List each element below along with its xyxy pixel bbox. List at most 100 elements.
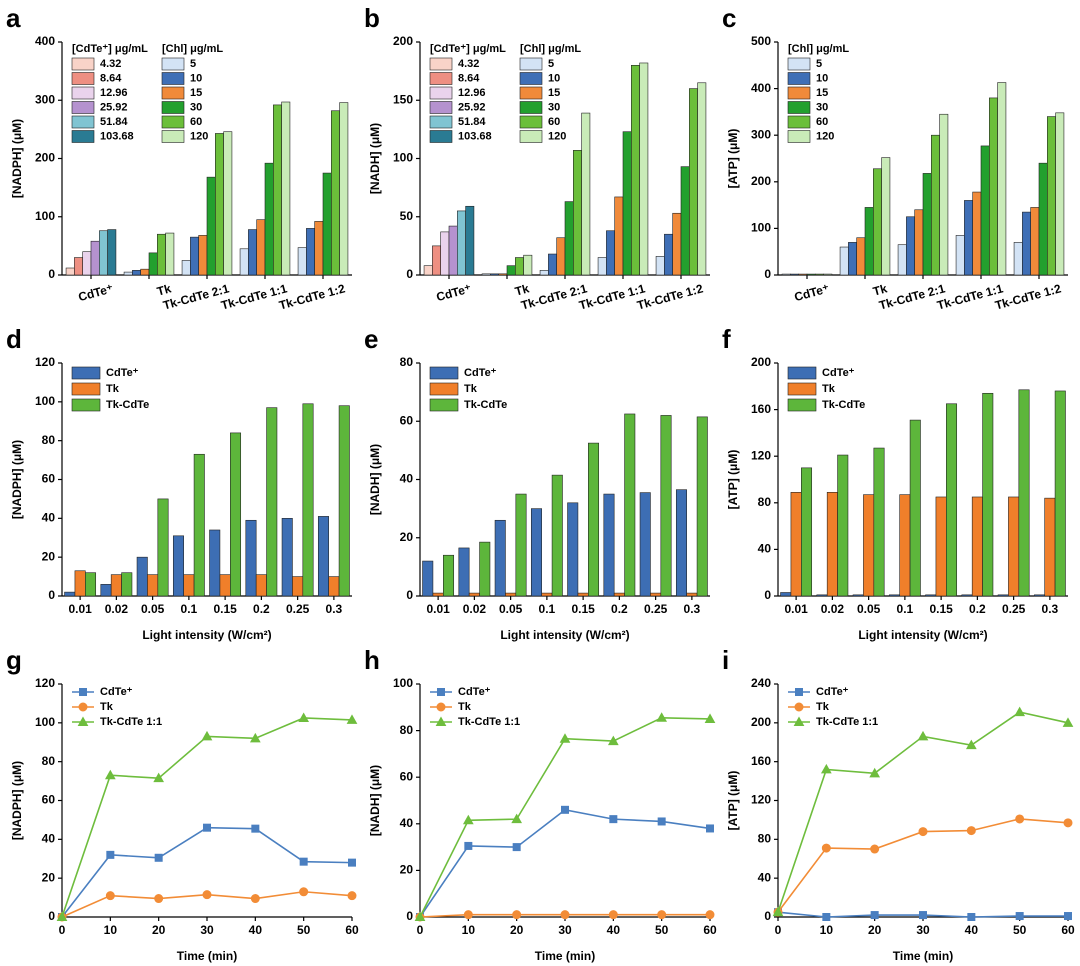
legend-label: Tk — [822, 383, 836, 395]
x-tick-label: 0.3 — [684, 602, 701, 616]
legend-label: CdTe⁺ — [816, 686, 849, 698]
y-tick-label: 500 — [751, 34, 771, 48]
legend-marker — [793, 716, 805, 726]
bar — [823, 273, 833, 276]
bar — [539, 270, 549, 276]
bar — [331, 110, 340, 276]
bar — [132, 270, 141, 276]
y-tick-label: 100 — [35, 394, 55, 408]
point — [561, 805, 569, 814]
x-tick-label: 50 — [297, 923, 311, 937]
x-tick-label: CdTe⁺ — [435, 281, 473, 304]
legend-label: Tk-CdTe 1:1 — [458, 716, 520, 728]
point — [560, 910, 570, 920]
x-tick-label: Tk-CdTe 2:1 — [877, 281, 946, 312]
bar — [306, 228, 315, 276]
y-tick-label: 100 — [35, 715, 55, 729]
bar — [816, 594, 828, 597]
bar — [505, 592, 517, 597]
legend-label: 10 — [816, 72, 828, 84]
legend-label: 5 — [816, 58, 822, 70]
point — [919, 911, 927, 920]
point — [704, 713, 716, 723]
bar — [781, 273, 791, 276]
bar — [322, 172, 332, 276]
x-tick-label: 0.2 — [611, 602, 628, 616]
bar — [82, 251, 92, 276]
legend-label: 51.84 — [100, 116, 128, 128]
x-axis-label: Time (min) — [535, 949, 595, 963]
legend-label: 4.32 — [100, 58, 121, 70]
bar — [292, 576, 304, 597]
bar — [664, 233, 673, 276]
y-tick-label: 240 — [751, 676, 771, 690]
bar — [906, 216, 915, 276]
bar — [85, 572, 97, 597]
bar — [909, 419, 921, 597]
y-tick-label: 200 — [751, 174, 771, 188]
bar — [90, 240, 100, 276]
bar — [302, 403, 314, 597]
x-tick-label: 0.1 — [181, 602, 198, 616]
y-tick-label: 40 — [758, 542, 772, 556]
bar — [481, 273, 491, 276]
legend-label: 4.32 — [458, 58, 479, 70]
y-tick-label: 0 — [48, 909, 55, 923]
y-tick-label: 200 — [393, 34, 413, 48]
bar — [123, 271, 133, 276]
y-tick-label: 120 — [751, 448, 771, 462]
bar — [613, 592, 625, 597]
bar — [675, 489, 687, 597]
x-axis-label: Light intensity (W/cm²) — [500, 628, 629, 642]
bar — [925, 594, 937, 597]
bar — [506, 265, 516, 276]
y-tick-label: 400 — [35, 34, 55, 48]
line — [419, 716, 711, 918]
bar — [490, 273, 499, 276]
panel-label: f — [722, 324, 731, 354]
bar — [955, 235, 965, 276]
point — [869, 767, 881, 778]
legend-title: [CdTe⁺] μg/mL — [72, 43, 148, 55]
legend-swatch — [429, 86, 453, 100]
bar — [790, 273, 799, 276]
legend-label: 15 — [190, 87, 202, 99]
bar — [780, 592, 792, 597]
bar — [239, 248, 249, 276]
legend-marker — [794, 702, 804, 712]
legend-swatch — [787, 101, 811, 114]
y-tick-label: 160 — [751, 754, 771, 768]
panel-label: h — [364, 645, 380, 675]
legend-label: Tk — [816, 701, 830, 713]
point — [250, 894, 260, 904]
bar — [631, 65, 640, 276]
y-tick-label: 80 — [400, 355, 414, 369]
point — [347, 891, 357, 901]
bar — [982, 392, 994, 597]
point — [705, 910, 715, 920]
panel-label: a — [6, 3, 21, 33]
bar — [140, 268, 150, 276]
bar — [100, 584, 112, 597]
legend-marker — [78, 702, 88, 712]
bar — [622, 131, 632, 276]
legend-swatch — [161, 86, 185, 100]
y-axis-label: [ATP] (μM) — [726, 129, 740, 189]
legend-swatch — [71, 366, 101, 380]
legend-label: Tk-CdTe 1:1 — [816, 716, 878, 728]
legend-label: 12.96 — [458, 87, 486, 99]
legend-label: 10 — [190, 72, 202, 84]
bar — [328, 576, 340, 597]
bar — [1030, 207, 1040, 276]
legend-swatch — [161, 57, 185, 71]
bar — [198, 235, 208, 276]
legend-swatch — [787, 72, 811, 85]
bar — [888, 594, 900, 597]
bar — [639, 492, 651, 597]
legend-swatch — [71, 86, 95, 100]
bar — [852, 594, 864, 597]
bar — [1038, 162, 1048, 276]
legend-swatch — [787, 86, 811, 100]
bar — [215, 133, 224, 276]
legend-label: 5 — [548, 58, 554, 70]
